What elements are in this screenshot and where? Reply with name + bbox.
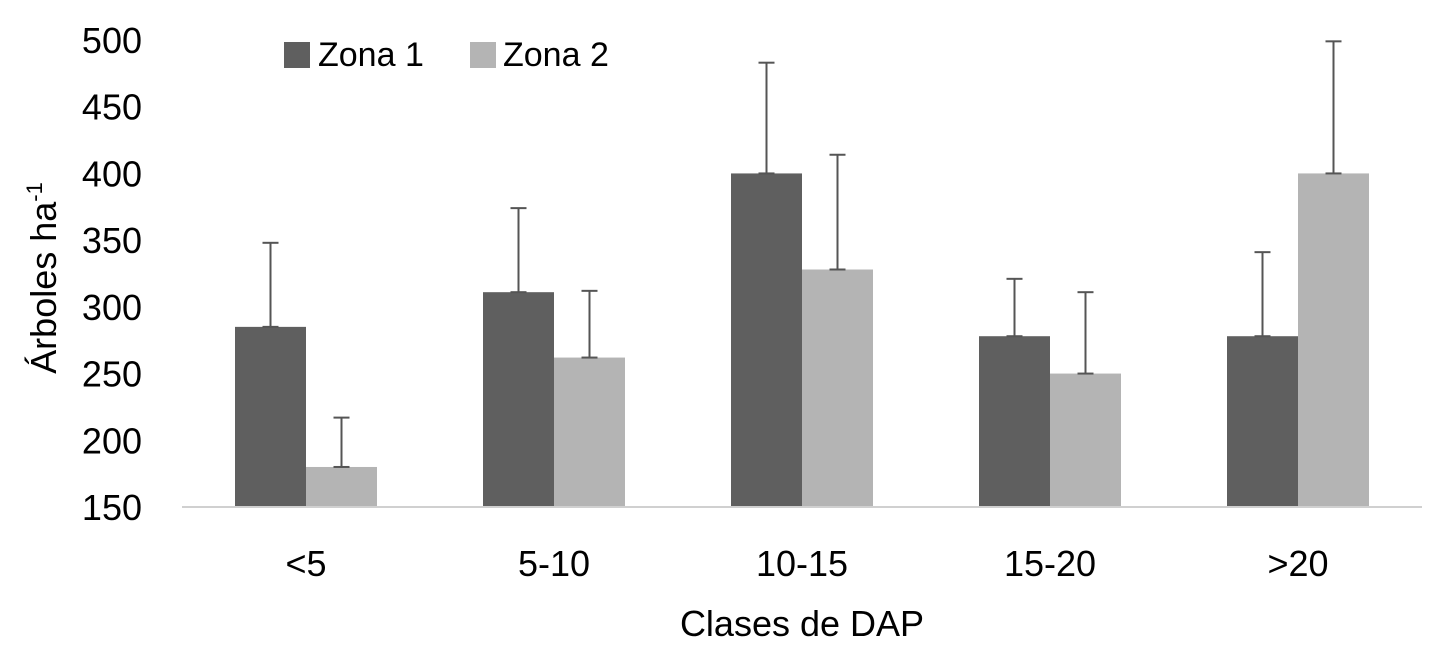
y-axis-title-main: Árboles ha [23,201,64,374]
y-tick-label: 500 [82,20,142,61]
legend-swatch-zona-1 [284,42,310,68]
x-tick-label: >20 [1267,543,1328,584]
y-tick-label: 400 [82,153,142,194]
x-tick-label: 15-20 [1004,543,1096,584]
error-bars-layer [262,40,1342,468]
y-tick-label: 450 [82,87,142,128]
bar-2-3 [1050,373,1121,507]
y-tick-labels: 150 200 250 300 350 400 450 500 [82,20,142,528]
legend-swatch-zona-2 [470,42,496,68]
y-axis-title: Árboles ha-1 [22,182,64,374]
x-tick-label: 5-10 [518,543,590,584]
bars-layer [235,173,1369,507]
bar-2-1 [554,357,625,507]
y-tick-label: 150 [82,487,142,528]
y-tick-label: 300 [82,287,142,328]
bar-1-4 [1227,336,1298,507]
y-tick-label: 350 [82,220,142,261]
bar-2-4 [1298,173,1369,507]
x-tick-label: <5 [285,543,326,584]
bar-1-3 [979,336,1050,507]
y-tick-label: 200 [82,420,142,461]
y-axis-title-superscript: -1 [22,182,47,202]
x-axis-title: Clases de DAP [680,603,924,644]
legend: Zona 1 Zona 2 [284,36,609,74]
legend-label-zona-1: Zona 1 [318,36,424,74]
x-tick-labels: <5 5-10 10-15 15-20 >20 [285,543,1328,584]
bar-1-1 [483,292,554,507]
bar-1-0 [235,326,306,507]
bar-2-0 [306,466,377,507]
x-tick-label: 10-15 [756,543,848,584]
y-tick-label: 250 [82,354,142,395]
legend-label-zona-2: Zona 2 [503,36,609,74]
bar-2-2 [802,269,873,507]
bar-1-2 [731,173,802,507]
